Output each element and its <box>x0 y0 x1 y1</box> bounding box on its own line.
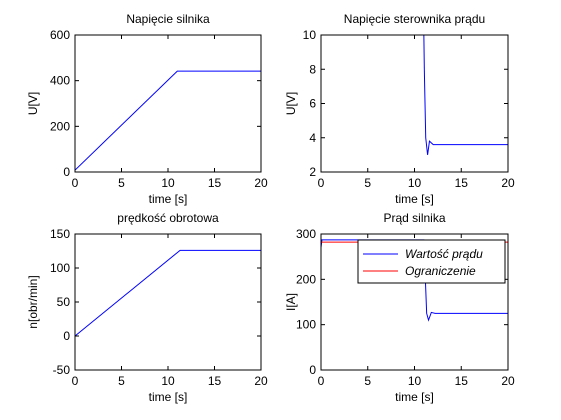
x-axis-label: time [s] <box>149 390 188 404</box>
x-tick-label: 10 <box>161 176 175 190</box>
x-tick-label: 10 <box>408 374 422 388</box>
y-tick-label: 150 <box>50 227 70 241</box>
legend-label: Ograniczenie <box>405 264 476 278</box>
chart-title: Prąd silnika <box>383 211 445 225</box>
series-line-1 <box>321 239 508 322</box>
x-tick-label: 5 <box>364 374 371 388</box>
x-tick-label: 20 <box>501 374 515 388</box>
x-tick-label: 15 <box>208 374 222 388</box>
x-axis-label: time [s] <box>395 390 434 404</box>
y-tick-label: 400 <box>50 74 70 88</box>
y-axis-label: U[V] <box>284 92 298 115</box>
chart-title: Napięcie sterownika prądu <box>344 12 485 26</box>
x-tick-label: 20 <box>254 374 268 388</box>
y-tick-label: 100 <box>296 318 316 332</box>
x-tick-label: 15 <box>455 176 469 190</box>
y-tick-label: 300 <box>296 227 316 241</box>
y-tick-label: 0 <box>63 165 70 179</box>
plot-frame <box>74 233 262 371</box>
legend: Wartość prądu Ograniczenie <box>357 239 506 284</box>
y-tick-label: 2 <box>309 165 316 179</box>
x-tick-label: 0 <box>72 176 79 190</box>
y-tick-label: 10 <box>303 28 317 42</box>
y-tick-label: 200 <box>296 272 316 286</box>
x-tick-label: 5 <box>118 176 125 190</box>
y-tick-label: 0 <box>63 329 70 343</box>
y-tick-label: -50 <box>53 363 71 377</box>
y-axis-label: I[A] <box>284 293 298 311</box>
subplot-2: 0 5 10 15 20 2 4 6 8 10 Napięcie sterownika prądu t… <box>284 12 515 206</box>
y-tick-label: 50 <box>57 295 71 309</box>
series-line-1 <box>75 70 261 171</box>
chart-title: Napięcie silnika <box>126 12 210 26</box>
y-tick-label: 200 <box>50 119 70 133</box>
y-tick-label: 0 <box>309 363 316 377</box>
x-tick-label: 0 <box>72 374 79 388</box>
y-tick-label: 6 <box>309 97 316 111</box>
y-tick-label: 8 <box>309 62 316 76</box>
x-tick-label: 0 <box>318 176 325 190</box>
y-axis-label: U[V] <box>26 92 40 115</box>
x-tick-label: 15 <box>208 176 222 190</box>
x-axis-label: time [s] <box>395 192 434 206</box>
x-tick-label: 20 <box>254 176 268 190</box>
x-axis-label: time [s] <box>149 192 188 206</box>
x-tick-label: 5 <box>118 374 125 388</box>
plot-frame <box>320 34 509 173</box>
series-line-1 <box>423 35 508 155</box>
y-axis-label: n[obr/min] <box>26 275 40 328</box>
x-tick-label: 5 <box>364 176 371 190</box>
legend-box <box>357 239 506 284</box>
series-line-1 <box>75 249 261 337</box>
x-tick-label: 0 <box>318 374 325 388</box>
x-tick-label: 10 <box>161 374 175 388</box>
y-tick-label: 4 <box>309 131 316 145</box>
plot-frame <box>74 34 262 173</box>
y-tick-label: 100 <box>50 261 70 275</box>
y-tick-label: 600 <box>50 28 70 42</box>
chart-title: prędkość obrotowa <box>117 211 219 225</box>
legend-label: Wartość prądu <box>405 247 483 261</box>
x-tick-label: 10 <box>408 176 422 190</box>
x-tick-label: 20 <box>501 176 515 190</box>
x-tick-label: 15 <box>455 374 469 388</box>
